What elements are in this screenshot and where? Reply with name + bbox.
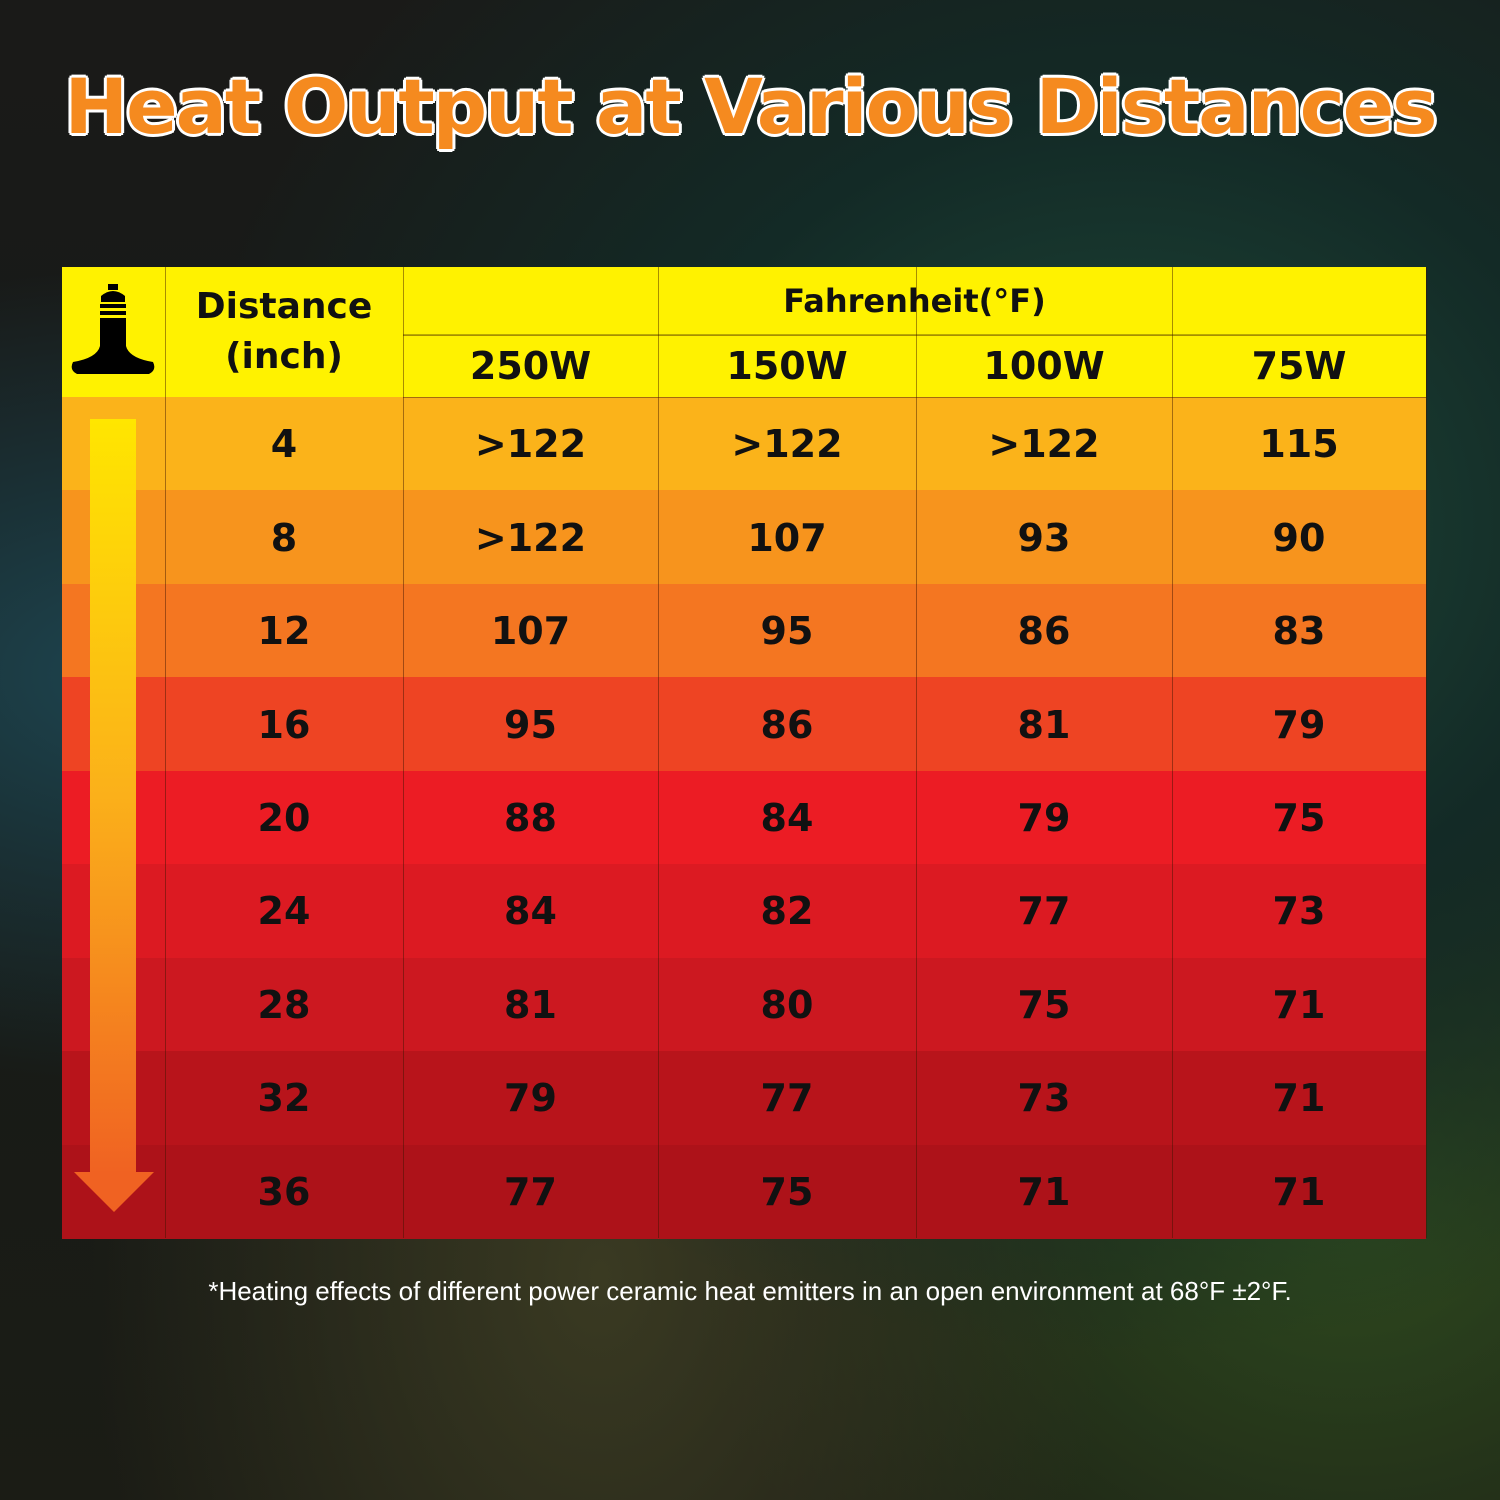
temperature-cell: >122 [916,397,1172,492]
distance-cell: 8 [165,490,403,585]
lamp-icon [71,284,154,374]
column-header: 250W [403,335,658,397]
temperature-cell: 80 [658,957,916,1053]
temperature-cell: 75 [916,957,1172,1053]
temperature-cell: 71 [1172,957,1426,1053]
distance-cell: 24 [165,864,403,959]
temperature-cell: 86 [916,583,1172,679]
distance-cell: 4 [165,397,403,492]
temperature-cell: 71 [1172,1144,1426,1239]
temperature-cell: 88 [403,770,658,866]
temperature-cell: 82 [658,864,916,959]
column-header: 100W [916,335,1172,397]
footnote: *Heating effects of different power cera… [208,1276,1292,1306]
grid-line [403,267,404,1238]
temperature-cell: >122 [403,397,658,492]
temperature-cell: 90 [1172,490,1426,585]
distance-cell: 16 [165,677,403,772]
distance-cell: 32 [165,1051,403,1146]
temperature-cell: 107 [658,490,916,585]
distance-cell: 20 [165,770,403,866]
temperature-cell: 79 [1172,677,1426,772]
temperature-cell: 73 [1172,864,1426,959]
unit-header: Fahrenheit(°F) [403,267,1426,335]
grid-line [1172,267,1173,1238]
temperature-cell: 79 [403,1051,658,1146]
temperature-cell: 95 [403,677,658,772]
column-header: 150W [658,335,916,397]
temperature-cell: 115 [1172,397,1426,492]
grid-line [916,267,917,1238]
grid-line [403,397,1426,398]
temperature-cell: 81 [403,957,658,1053]
temperature-cell: 86 [658,677,916,772]
arrow-column [62,397,165,1238]
icon-cell [62,267,165,397]
temperature-cell: 71 [916,1144,1172,1239]
temperature-cell: 71 [1172,1051,1426,1146]
distance-cell: 28 [165,957,403,1053]
temperature-cell: 79 [916,770,1172,866]
temperature-cell: 75 [1172,770,1426,866]
temperature-cell: 73 [916,1051,1172,1146]
grid-line [403,335,1426,336]
grid-line [165,267,166,1238]
temperature-cell: 77 [658,1051,916,1146]
temperature-cell: 84 [658,770,916,866]
temperature-cell: 93 [916,490,1172,585]
distance-cell: 12 [165,583,403,679]
temperature-cell: 95 [658,583,916,679]
temperature-cell: 75 [658,1144,916,1239]
temperature-cell: 107 [403,583,658,679]
title: Heat Output at Various Distances [64,62,1437,151]
grid-line [658,267,659,1238]
temperature-cell: 81 [916,677,1172,772]
arrow [74,419,154,1212]
temperature-cell: 83 [1172,583,1426,679]
temperature-cell: 77 [916,864,1172,959]
distance-header: Distance (inch) [165,267,403,397]
temperature-cell: >122 [658,397,916,492]
grid-line [1426,267,1427,1238]
temperature-cell: >122 [403,490,658,585]
temperature-cell: 77 [403,1144,658,1239]
column-header: 75W [1172,335,1426,397]
distance-cell: 36 [165,1144,403,1239]
temperature-cell: 84 [403,864,658,959]
